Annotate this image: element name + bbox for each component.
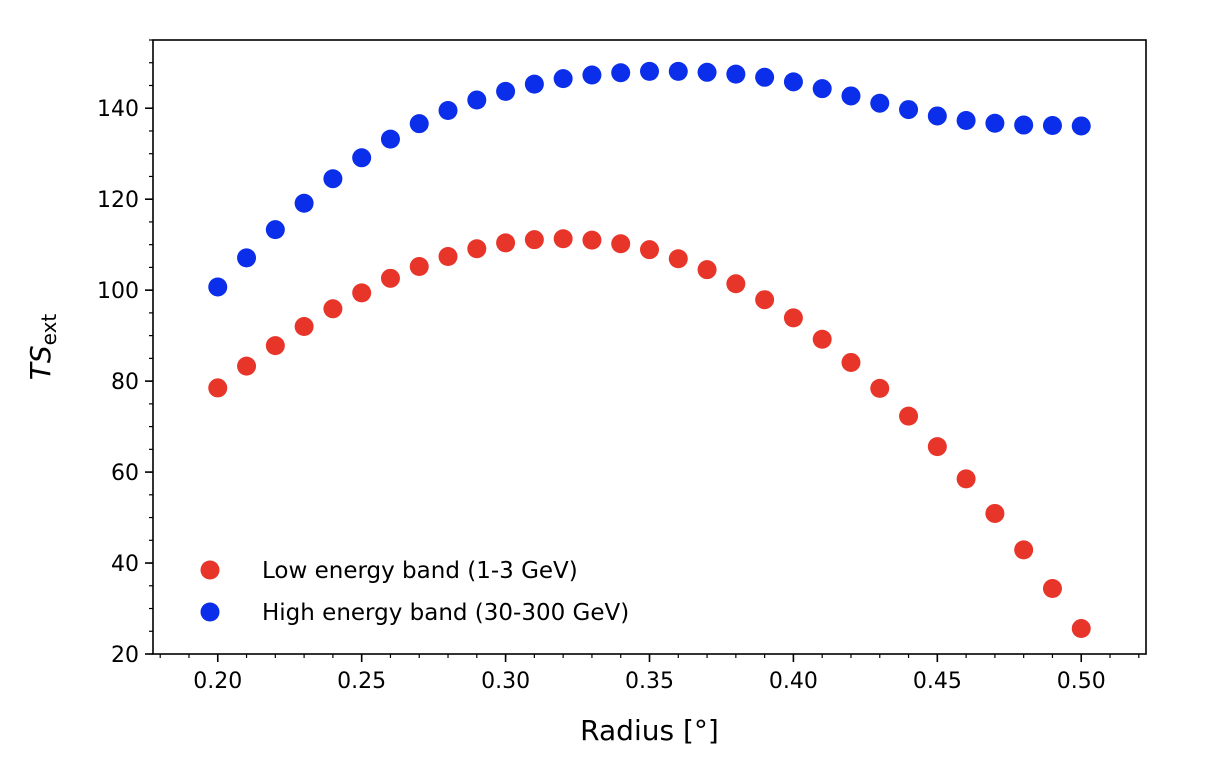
data-point — [496, 81, 516, 101]
y-tick-label: 60 — [111, 461, 139, 486]
series-high-energy — [208, 61, 1091, 297]
data-point — [352, 148, 372, 168]
data-point — [927, 437, 947, 457]
data-point — [265, 336, 285, 356]
y-tick-label: 20 — [111, 643, 139, 668]
data-point — [582, 230, 602, 250]
data-point — [265, 220, 285, 240]
data-point — [985, 503, 1005, 523]
data-point — [524, 74, 544, 94]
data-point — [496, 233, 516, 253]
data-point — [208, 378, 228, 398]
data-point — [409, 114, 429, 134]
data-point — [1014, 115, 1034, 135]
data-point — [668, 249, 688, 269]
data-point — [783, 308, 803, 328]
x-tick-label: 0.45 — [913, 669, 962, 694]
data-point — [553, 69, 573, 89]
legend-label: Low energy band (1-3 GeV) — [262, 558, 578, 584]
data-point — [755, 290, 775, 310]
data-point — [611, 234, 631, 254]
legend-marker — [200, 602, 220, 622]
data-point — [697, 62, 717, 82]
data-point — [1042, 116, 1062, 136]
data-point — [841, 86, 861, 106]
data-point — [438, 100, 458, 120]
series-low-energy — [208, 229, 1091, 639]
data-point — [380, 268, 400, 288]
data-point — [1042, 579, 1062, 599]
y-tick-label: 40 — [111, 552, 139, 577]
data-point — [899, 100, 919, 120]
data-point — [438, 246, 458, 266]
data-point — [755, 67, 775, 87]
data-point — [783, 72, 803, 92]
y-tick-label: 80 — [111, 370, 139, 395]
x-tick-label: 0.35 — [625, 669, 674, 694]
data-point — [467, 239, 487, 259]
legend-label: High energy band (30-300 GeV) — [262, 600, 629, 626]
data-point — [1014, 540, 1034, 560]
data-point — [812, 329, 832, 349]
y-tick-label: 100 — [97, 279, 139, 304]
tick-labels: 0.20 0.25 0.30 0.35 0.40 0.45 0.50 20 40 60 80 100 1… — [97, 97, 1106, 694]
data-point — [323, 299, 343, 319]
data-point — [956, 469, 976, 489]
x-tick-label: 0.50 — [1057, 669, 1106, 694]
x-axis-label: Radius [°] — [580, 714, 719, 747]
data-point — [841, 352, 861, 372]
data-point — [582, 65, 602, 85]
data-point — [553, 229, 573, 249]
data-point — [956, 111, 976, 131]
y-axis-label-subscript: ext — [37, 314, 61, 346]
data-point — [1071, 116, 1091, 136]
data-point — [611, 63, 631, 83]
data-point — [927, 106, 947, 126]
data-point — [870, 378, 890, 398]
data-point — [294, 317, 314, 337]
y-axis-label: TSext — [24, 314, 61, 381]
data-point — [380, 129, 400, 149]
data-point — [237, 356, 257, 376]
data-point — [640, 240, 659, 260]
data-point — [352, 283, 372, 303]
y-axis-label-main: TS — [24, 345, 57, 380]
major-ticks — [145, 107, 1083, 662]
data-point — [323, 169, 343, 189]
x-tick-label: 0.30 — [481, 669, 530, 694]
data-point — [640, 61, 659, 81]
data-point — [668, 61, 688, 81]
data-point — [726, 64, 746, 84]
data-point — [697, 260, 717, 280]
legend: Low energy band (1-3 GeV) High energy ban… — [200, 558, 629, 626]
y-tick-label: 120 — [97, 188, 139, 213]
y-tick-label: 140 — [97, 97, 139, 122]
data-point — [467, 90, 487, 110]
data-point — [870, 93, 890, 113]
data-point — [1071, 619, 1091, 639]
data-point — [237, 248, 257, 268]
data-point — [899, 406, 919, 426]
data-points — [208, 61, 1091, 639]
legend-marker — [200, 560, 220, 580]
x-tick-label: 0.20 — [193, 669, 242, 694]
data-point — [726, 274, 746, 294]
x-tick-label: 0.40 — [769, 669, 818, 694]
data-point — [409, 256, 429, 276]
plot-frame — [152, 39, 1147, 655]
data-point — [524, 230, 544, 250]
data-point — [208, 277, 228, 297]
data-point — [985, 113, 1005, 133]
x-tick-label: 0.25 — [337, 669, 386, 694]
data-point — [294, 193, 314, 213]
data-point — [812, 79, 832, 99]
